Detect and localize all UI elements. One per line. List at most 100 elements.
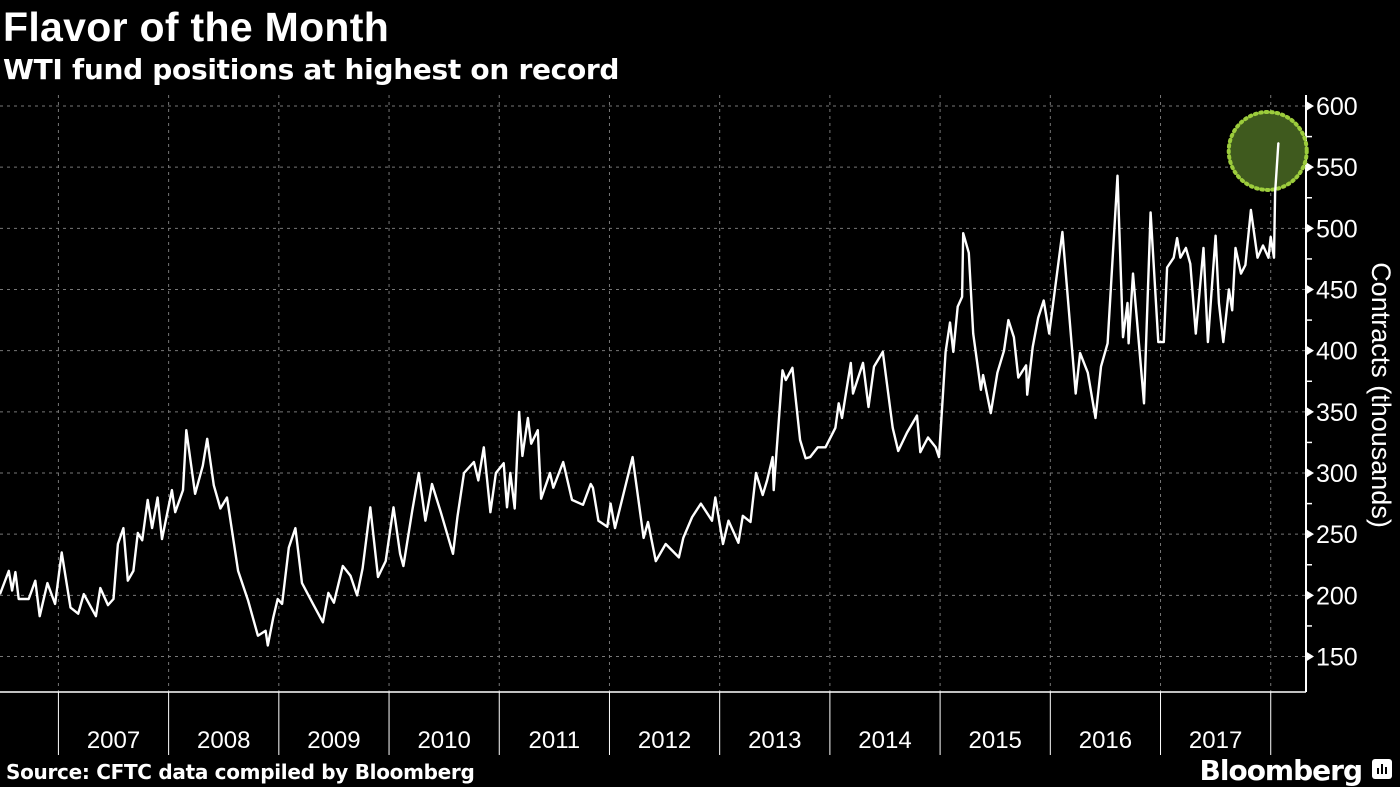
x-tick-label: 2015 xyxy=(969,727,1022,754)
data-point xyxy=(655,560,657,562)
data-point xyxy=(18,598,20,600)
data-point xyxy=(906,432,908,434)
y-tick-mark xyxy=(1306,284,1314,295)
y-tick-mark xyxy=(1306,101,1314,112)
data-point xyxy=(369,506,371,508)
data-point xyxy=(265,630,267,632)
x-tick-label: 2011 xyxy=(529,727,581,754)
data-point xyxy=(46,582,49,584)
data-point xyxy=(514,507,516,510)
data-point xyxy=(39,615,41,617)
data-point xyxy=(1262,244,1264,247)
y-tick-label: 350 xyxy=(1316,399,1358,427)
data-point xyxy=(327,592,329,594)
data-point xyxy=(1061,231,1063,233)
x-tick-label: 2012 xyxy=(638,727,691,754)
data-point xyxy=(711,520,713,522)
data-point xyxy=(1166,266,1168,269)
data-point xyxy=(399,553,401,555)
data-point xyxy=(161,538,163,540)
y-tick-label: 450 xyxy=(1316,277,1358,305)
data-point xyxy=(312,603,314,605)
data-point xyxy=(527,417,529,419)
data-point xyxy=(867,406,870,408)
data-point xyxy=(1273,257,1275,259)
data-point xyxy=(632,456,634,458)
data-point xyxy=(402,565,404,567)
data-point xyxy=(294,527,296,529)
data-point xyxy=(1157,341,1159,343)
data-point xyxy=(935,446,937,448)
y-tick-label: 600 xyxy=(1316,93,1358,121)
data-point xyxy=(678,556,680,559)
y-tick-mark xyxy=(1306,345,1314,356)
data-point xyxy=(247,599,249,601)
data-point xyxy=(952,351,954,353)
data-point xyxy=(95,615,97,617)
x-tick-label: 2016 xyxy=(1079,727,1132,754)
data-point xyxy=(665,543,667,545)
data-point xyxy=(643,537,645,539)
x-tick-label: 2009 xyxy=(307,727,360,754)
data-point xyxy=(1240,273,1242,275)
data-point xyxy=(1228,288,1230,291)
data-point xyxy=(762,494,764,496)
data-point xyxy=(938,456,940,458)
chart-title: Flavor of the Month xyxy=(3,4,390,50)
data-point xyxy=(1202,247,1205,249)
data-point xyxy=(333,602,335,604)
data-point xyxy=(647,521,649,523)
data-point xyxy=(1173,257,1175,259)
data-point xyxy=(549,472,551,474)
data-point xyxy=(862,362,864,364)
data-point xyxy=(799,439,801,441)
data-point xyxy=(927,436,929,439)
data-point xyxy=(592,487,594,489)
data-point xyxy=(773,489,775,491)
data-point xyxy=(185,429,187,431)
data-point xyxy=(506,506,508,508)
data-point xyxy=(968,252,970,254)
data-point xyxy=(288,547,290,549)
data-point xyxy=(1094,417,1097,419)
data-point xyxy=(824,446,827,448)
data-point xyxy=(237,570,239,572)
data-point xyxy=(980,389,982,391)
data-point xyxy=(349,575,352,577)
data-point xyxy=(132,570,134,572)
data-point xyxy=(1234,247,1237,249)
data-point xyxy=(614,527,616,529)
data-point xyxy=(714,496,716,499)
data-point xyxy=(83,593,85,595)
y-tick-mark xyxy=(1306,223,1314,234)
data-point xyxy=(781,369,784,371)
series-layer xyxy=(0,142,1280,647)
data-point xyxy=(552,487,554,489)
data-point xyxy=(737,542,740,544)
data-point xyxy=(171,489,173,491)
data-point xyxy=(897,450,899,452)
data-point xyxy=(537,429,539,431)
data-point xyxy=(267,644,269,647)
data-point xyxy=(1270,236,1272,238)
data-point xyxy=(509,472,511,474)
data-point xyxy=(809,456,811,458)
y-tick-mark xyxy=(1306,468,1314,479)
data-point xyxy=(202,465,204,467)
data-point xyxy=(1128,342,1130,344)
data-point xyxy=(852,392,854,395)
data-point xyxy=(1231,309,1233,311)
data-point xyxy=(597,520,600,522)
data-point xyxy=(28,598,30,600)
data-point xyxy=(137,532,139,534)
data-point xyxy=(590,483,592,485)
bar-chart-icon xyxy=(1372,759,1392,779)
data-point xyxy=(957,306,959,308)
source-note: Source: CFTC data compiled by Bloomberg xyxy=(6,760,475,784)
data-point xyxy=(342,565,344,567)
data-point xyxy=(0,593,1,595)
data-point xyxy=(61,551,63,554)
data-point xyxy=(257,635,259,637)
data-point xyxy=(1100,366,1102,368)
data-point xyxy=(1189,263,1191,265)
